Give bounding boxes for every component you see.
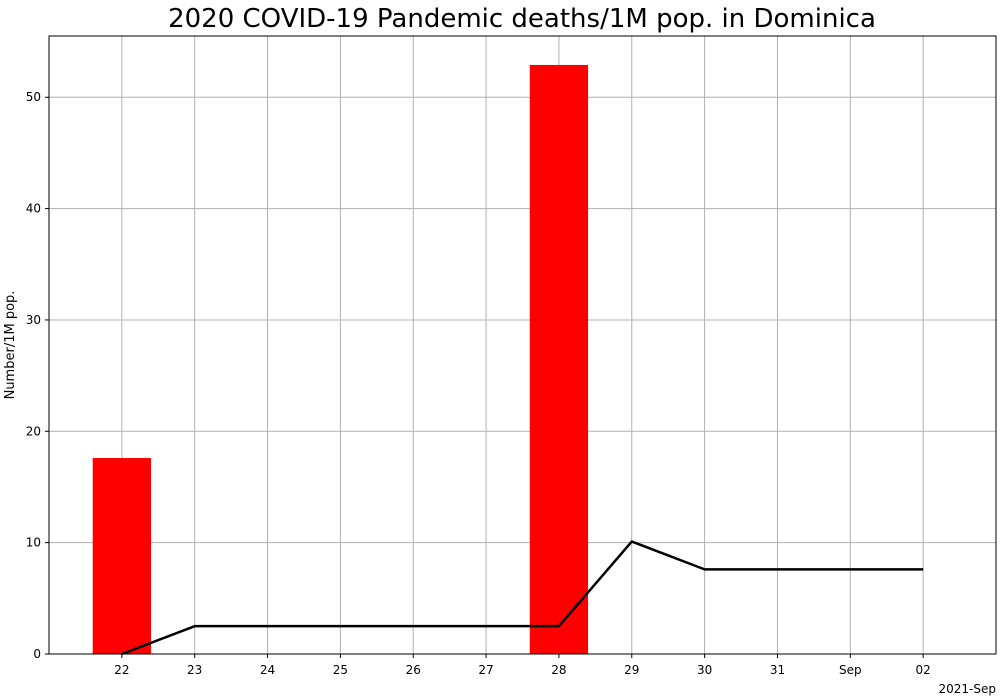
y-tick-label: 10: [26, 536, 41, 550]
x-tick-label: 23: [187, 663, 202, 677]
plot-frame: [48, 35, 997, 655]
y-axis: 0 10 20 30 40 50: [26, 90, 49, 661]
x-axis-corner-label: 2021-Sep: [939, 682, 997, 696]
x-axis: 22 23 24 25 26 27 28 29 30 31 Sep 02: [114, 654, 931, 677]
line-path: [121, 540, 924, 656]
y-axis-label: Number/1M pop.: [3, 291, 18, 400]
x-tick-label: 29: [624, 663, 639, 677]
y-tick-label: 20: [26, 424, 41, 438]
x-tick-label: Sep: [839, 663, 862, 677]
x-tick-label: 30: [697, 663, 712, 677]
bar-series: [92, 64, 589, 654]
x-tick-label: 25: [333, 663, 348, 677]
y-tick-label: 30: [26, 313, 41, 327]
bar: [92, 458, 151, 654]
bar: [529, 64, 589, 654]
x-tick-label: 27: [478, 663, 493, 677]
x-tick-label: 31: [770, 663, 785, 677]
x-tick-label: 22: [114, 663, 129, 677]
x-tick-label: 28: [551, 663, 566, 677]
line-series: [121, 540, 924, 656]
x-tick-label: 24: [260, 663, 275, 677]
x-tick-label: 02: [916, 663, 931, 677]
y-tick-label: 0: [33, 647, 41, 661]
chart-title: 2020 COVID-19 Pandemic deaths/1M pop. in…: [168, 4, 876, 34]
x-tick-label: 26: [406, 663, 421, 677]
y-tick-label: 50: [26, 90, 41, 104]
grid: [49, 36, 996, 655]
y-tick-label: 40: [26, 202, 41, 216]
